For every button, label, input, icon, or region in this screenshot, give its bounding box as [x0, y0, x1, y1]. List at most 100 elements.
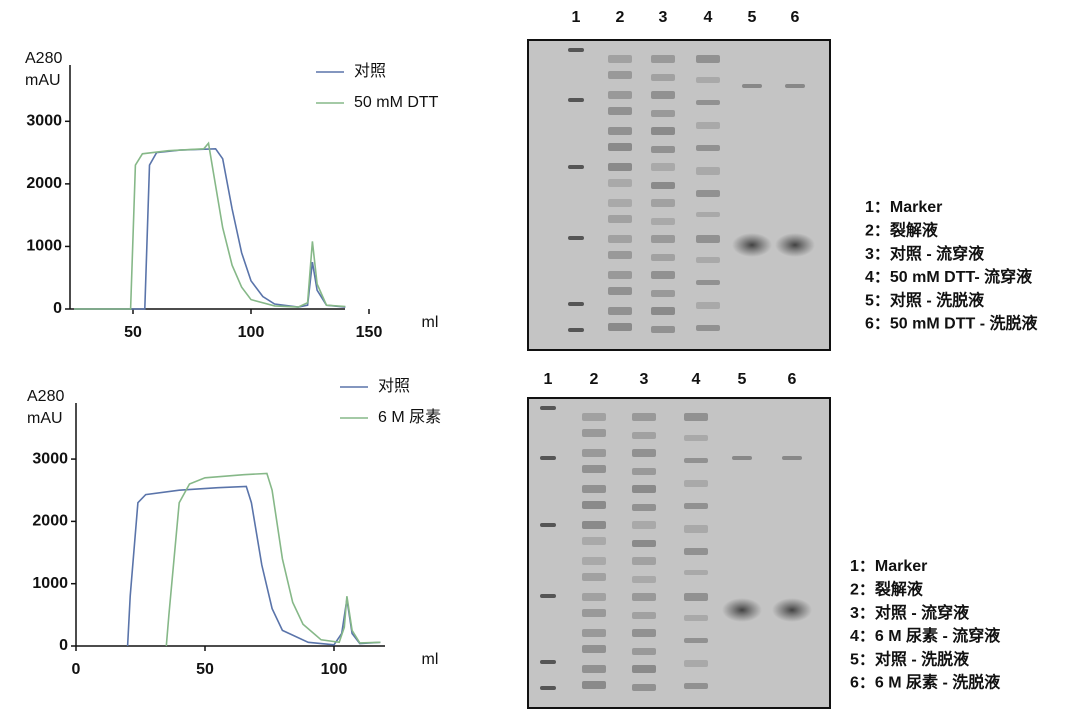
lysate-band [696, 100, 720, 105]
lysate-band [651, 271, 675, 279]
lane-label: 1 [572, 9, 581, 26]
x-tick-label: 0 [72, 661, 81, 678]
gel-legend: 2：裂解液 [850, 580, 924, 599]
lysate-band [684, 593, 708, 601]
marker-band [568, 98, 584, 102]
y-axis-label: A280 [27, 388, 64, 405]
lane-label: 4 [704, 9, 713, 26]
lysate-band [608, 127, 632, 135]
lysate-band [651, 91, 675, 99]
lysate-band [632, 468, 656, 475]
lane-label: 5 [748, 9, 757, 26]
lysate-band [582, 449, 606, 457]
lysate-band [582, 413, 606, 421]
x-axis-label: ml [422, 314, 439, 331]
lysate-band [632, 576, 656, 583]
lane-label: 2 [616, 9, 625, 26]
lysate-band [684, 570, 708, 575]
gel-legend: 5：对照 - 洗脱液 [850, 649, 970, 668]
y-tick-label: 1000 [32, 575, 68, 592]
lysate-band [632, 557, 656, 565]
lane-label: 1 [544, 371, 553, 388]
lysate-band [632, 612, 656, 619]
lane-label: 3 [659, 9, 668, 26]
x-tick-label: 100 [321, 661, 348, 678]
lysate-band [608, 71, 632, 79]
lysate-band [696, 257, 720, 263]
lysate-band [696, 235, 720, 243]
lysate-band [651, 146, 675, 153]
gel [527, 397, 831, 709]
x-tick-label: 150 [356, 324, 383, 341]
marker-band [540, 406, 556, 410]
y-tick-label: 0 [59, 637, 68, 654]
lane-label: 5 [738, 371, 747, 388]
lysate-band [582, 593, 606, 601]
lysate-band [608, 215, 632, 223]
gel-legend: 1：Marker [850, 558, 927, 575]
lysate-band [632, 648, 656, 655]
marker-band [540, 594, 556, 598]
gel-legend: 2：裂解液 [865, 221, 939, 240]
lysate-band [651, 290, 675, 297]
lysate-band [696, 145, 720, 151]
lysate-band [608, 91, 632, 99]
y-tick-label: 3000 [32, 450, 68, 467]
gel-legend: 3：对照 - 流穿液 [865, 244, 985, 263]
lysate-band [582, 465, 606, 473]
lysate-band [608, 235, 632, 243]
lysate-band [632, 593, 656, 601]
x-tick-label: 50 [124, 324, 142, 341]
lysate-band [582, 521, 606, 529]
lysate-band [582, 645, 606, 653]
lysate-band [684, 413, 708, 421]
y-axis-label: mAU [25, 72, 61, 89]
faint-band [782, 456, 802, 460]
lysate-band [632, 413, 656, 421]
lysate-band [608, 55, 632, 63]
elution-band [732, 233, 772, 257]
faint-band [732, 456, 752, 460]
lysate-band [696, 212, 720, 217]
lysate-band [684, 458, 708, 463]
lane-label: 6 [788, 371, 797, 388]
faint-band [785, 84, 805, 88]
lysate-band [608, 307, 632, 315]
lysate-band [684, 548, 708, 555]
line-series [74, 141, 346, 310]
x-axis-label: ml [422, 651, 439, 668]
y-axis-label: A280 [25, 50, 62, 67]
lysate-band [608, 163, 632, 171]
lysate-band [582, 485, 606, 493]
lysate-band [696, 122, 720, 129]
lysate-band [608, 323, 632, 331]
lysate-band [651, 199, 675, 207]
marker-band [568, 165, 584, 169]
lysate-band [684, 660, 708, 667]
x-tick-label: 100 [238, 324, 265, 341]
elution-band [722, 598, 762, 622]
lysate-band [651, 127, 675, 135]
lysate-band [632, 521, 656, 529]
lysate-band [582, 629, 606, 637]
lysate-band [582, 681, 606, 689]
gel-legend: 6：6 M 尿素 - 洗脱液 [850, 673, 1001, 692]
legend-label: 对照 [354, 62, 386, 80]
legend-label: 对照 [378, 377, 410, 395]
line-series [74, 147, 346, 310]
y-axis-label: mAU [27, 410, 63, 427]
lane-label: 4 [692, 371, 701, 388]
lysate-band [582, 573, 606, 581]
lysate-band [582, 501, 606, 509]
marker-band [568, 236, 584, 240]
lane-label: 6 [791, 9, 800, 26]
elution-band [772, 598, 812, 622]
y-tick-label: 0 [53, 300, 62, 317]
lysate-band [696, 325, 720, 331]
lysate-band [696, 190, 720, 197]
lysate-band [696, 167, 720, 175]
gel-legend: 3：对照 - 流穿液 [850, 603, 970, 622]
lysate-band [684, 435, 708, 441]
lysate-band [696, 55, 720, 63]
